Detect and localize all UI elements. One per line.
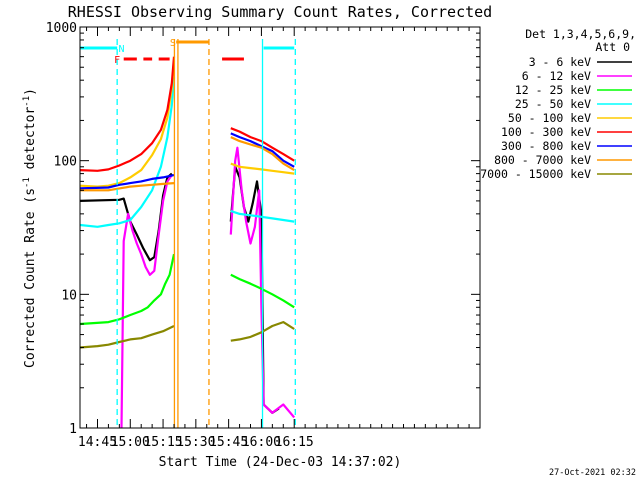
series-layer	[79, 56, 296, 429]
y-tick-label-2: 100	[54, 155, 77, 170]
series-line-3-seg-1	[230, 209, 295, 223]
legend-label-1: 6 - 12 keV	[522, 69, 591, 83]
series-line-1-seg-0	[120, 174, 173, 429]
chart-title: RHESSI Observing Summary Count Rates, Co…	[68, 3, 492, 21]
y-axis-label: Corrected Count Rate (s-1 detector-1)	[22, 88, 38, 368]
plot-frame	[79, 26, 481, 429]
legend-label-8: 7000 - 15000 keV	[480, 167, 591, 181]
y-tick-label-3: 1000	[46, 21, 77, 36]
y-axis-label-sup2: -1	[22, 96, 32, 107]
footer-timestamp: 27-Oct-2021 02:32	[549, 468, 636, 478]
legend-header: Det 1,3,4,5,6,9, Att 0	[525, 27, 636, 54]
y-axis: 1 10 100 1000	[46, 21, 480, 437]
series-line-7-seg-1	[230, 136, 295, 172]
y-axis-label-tail: detector	[23, 107, 38, 178]
series-line-2-seg-1	[230, 273, 295, 309]
legend-label-2: 12 - 25 keV	[515, 83, 591, 97]
flag-bars-layer: NF S	[80, 38, 295, 66]
y-axis-label-main: Corrected Count Rate (s	[23, 188, 38, 368]
series-line-2-seg-0	[79, 253, 176, 326]
series-line-8-seg-1	[230, 321, 295, 342]
series-line-7-seg-0	[80, 182, 175, 192]
series-line-6-seg-0	[79, 174, 175, 190]
y-tick-label-0: 1	[69, 422, 77, 437]
x-tick-label-4: 15:45	[209, 435, 248, 450]
x-tick-label-5: 16:00	[242, 435, 281, 450]
series-line-6-seg-1	[230, 132, 295, 168]
x-tick-label-3: 15:30	[176, 435, 215, 450]
legend-label-0: 3 - 6 keV	[529, 55, 591, 69]
y-axis-label-close: )	[23, 88, 38, 96]
series-line-0-seg-1	[229, 165, 280, 414]
legend-header-line1: Det 1,3,4,5,6,9,	[525, 27, 636, 41]
legend-label-6: 300 - 800 keV	[501, 139, 591, 153]
y-tick-label-1: 10	[61, 288, 77, 303]
flag-label-F: F	[114, 55, 120, 66]
legend-label-3: 25 - 50 keV	[515, 97, 591, 111]
x-tick-label-2: 15:15	[143, 435, 182, 450]
x-tick-label-6: 16:15	[275, 435, 314, 450]
y-axis-label-sup: -1	[22, 177, 32, 188]
series-line-8-seg-0	[79, 325, 175, 349]
flag-label-S: S	[170, 38, 176, 49]
series-line-4-seg-1	[230, 162, 295, 175]
time-markers-layer	[116, 39, 296, 428]
legend-label-7: 800 - 7000 keV	[494, 153, 591, 167]
legend-header-line2: Att 0	[595, 40, 630, 54]
series-line-5-seg-0	[79, 56, 176, 172]
legend-label-5: 100 - 300 keV	[501, 125, 591, 139]
series-line-1-seg-1	[229, 146, 296, 419]
series-line-3-seg-0	[79, 77, 176, 228]
x-tick-label-0: 14:45	[78, 435, 117, 450]
legend-label-4: 50 - 100 keV	[508, 111, 591, 125]
series-line-5-seg-1	[230, 127, 295, 162]
x-axis-label: Start Time (24-Dec-03 14:37:02)	[159, 455, 402, 470]
series-line-4-seg-0	[79, 60, 176, 188]
series-line-0-seg-0	[79, 172, 173, 262]
x-tick-label-1: 15:00	[111, 435, 150, 450]
flag-label-N: N	[119, 44, 125, 55]
